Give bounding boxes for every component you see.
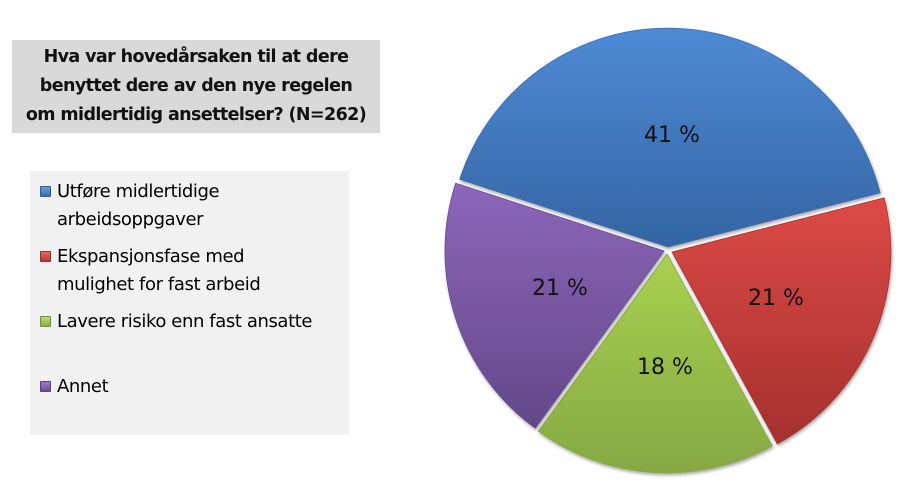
pie-slice-utfore: 41 %	[459, 27, 881, 248]
legend-label: Lavere risiko enn fast ansatte	[57, 311, 313, 332]
legend-swatch-green-icon	[40, 316, 51, 327]
chart-title: Hva var hovedårsaken til at dere benytte…	[25, 47, 367, 125]
legend-label: Ekspansjonsfase med mulighet for fast ar…	[57, 246, 261, 295]
slice-label-utfore: 41 %	[644, 123, 700, 148]
slice-label-lavere-risiko: 18 %	[637, 355, 693, 380]
legend-item-lavere-risiko: Lavere risiko enn fast ansatte	[40, 308, 312, 336]
legend-item-ekspansjonsfase: Ekspansjonsfase med mulighet for fast ar…	[40, 243, 261, 299]
pie-slice-annet: 21 %	[444, 182, 665, 429]
legend-swatch-red-icon	[40, 251, 51, 262]
legend-swatch-blue-icon	[40, 186, 51, 197]
legend-swatch-purple-icon	[40, 381, 51, 392]
legend-item-annet: Annet	[40, 373, 109, 401]
chart-title-box: Hva var hovedårsaken til at dere benytte…	[12, 40, 380, 133]
legend-label: Annet	[57, 376, 109, 397]
pie-slice-ekspansjonsfase: 21 %	[671, 197, 892, 445]
pie-slice-lavere-risiko: 18 %	[537, 253, 773, 474]
slice-label-annet: 21 %	[532, 276, 588, 301]
legend-item-utfore: Utføre midlertidige arbeidsoppgaver	[40, 178, 220, 234]
legend: Utføre midlertidige arbeidsoppgaver Eksp…	[30, 171, 349, 435]
legend-label: Utføre midlertidige arbeidsoppgaver	[57, 181, 220, 230]
slice-label-ekspansjonsfase: 21 %	[748, 286, 804, 311]
